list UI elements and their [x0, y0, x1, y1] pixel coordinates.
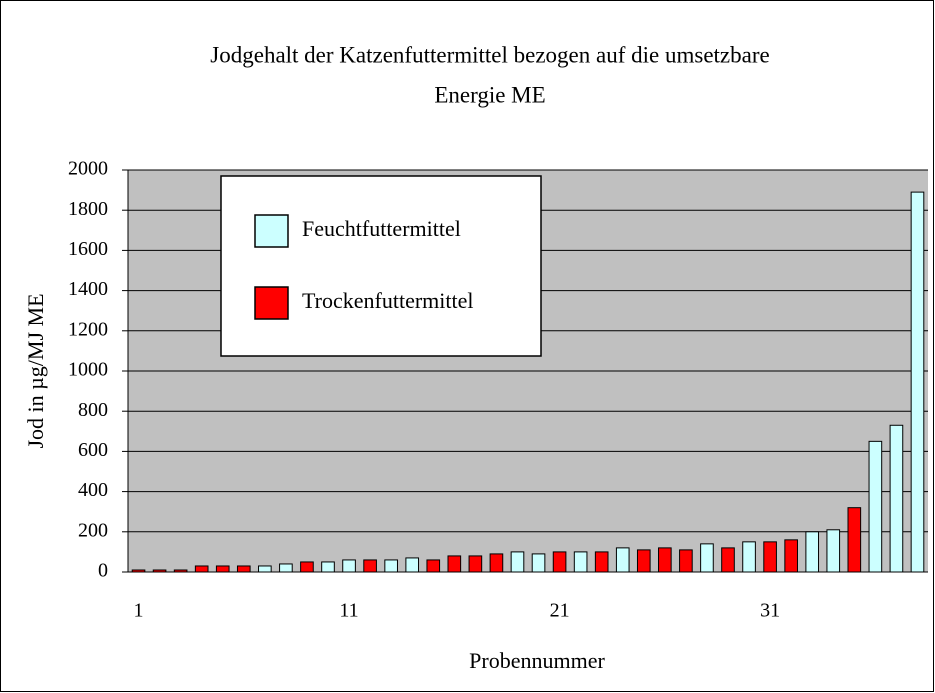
bar [700, 543, 714, 573]
x-tick-label: 31 [760, 600, 780, 622]
x-tick-label: 1 [134, 600, 144, 622]
y-tick-label: 0 [98, 560, 108, 582]
bar [784, 539, 798, 573]
bar [321, 561, 335, 573]
bar [194, 565, 209, 573]
chart-subtitle: Energie ME [434, 82, 545, 107]
legend-label: Trockenfuttermittel [302, 288, 474, 313]
bar [889, 424, 904, 573]
y-axis-label: Jod in µg/MJ ME [23, 293, 48, 448]
bar [405, 557, 420, 573]
bar [847, 507, 862, 573]
bar [363, 559, 377, 573]
y-tick-label: 1600 [68, 238, 108, 260]
bar [636, 549, 651, 573]
bar [763, 541, 777, 573]
bar [152, 569, 167, 573]
bar [868, 440, 883, 573]
legend-box [220, 175, 542, 357]
bar [215, 565, 230, 573]
y-tick-label: 400 [78, 479, 108, 501]
bar [447, 555, 462, 573]
x-axis-label: Probennummer [469, 648, 605, 673]
y-tick-label: 200 [78, 519, 108, 541]
x-tick-label: 21 [550, 600, 570, 622]
y-tick-label: 800 [78, 399, 108, 421]
y-tick-label: 1400 [68, 278, 108, 300]
bar [468, 555, 483, 573]
bar [910, 191, 925, 573]
bar [658, 547, 672, 573]
bar [552, 551, 567, 573]
y-tick-label: 1200 [68, 318, 108, 340]
bar [258, 565, 272, 573]
x-tick-label: 11 [339, 600, 358, 622]
bar [131, 569, 146, 573]
bar [573, 551, 588, 573]
bar [279, 563, 293, 573]
bar [805, 531, 820, 573]
bar [384, 559, 398, 573]
bar [236, 565, 251, 573]
bar [594, 551, 609, 573]
bar [615, 547, 630, 573]
bar [426, 559, 441, 573]
bar [300, 561, 314, 573]
y-tick-label: 1000 [68, 359, 108, 381]
y-tick-label: 600 [78, 439, 108, 461]
chart-title: Jodgehalt der Katzenfuttermittel bezogen… [210, 42, 769, 67]
bar [173, 569, 188, 573]
y-tick-label: 1800 [68, 198, 108, 220]
legend-swatch [254, 214, 289, 248]
bar [742, 541, 756, 573]
y-tick-label: 2000 [68, 158, 108, 180]
legend-swatch [254, 286, 289, 320]
bar [721, 547, 735, 573]
bar [489, 553, 504, 573]
bar [826, 529, 841, 573]
bar [531, 553, 546, 573]
legend-label: Feuchtfuttermittel [302, 216, 461, 241]
bar [342, 559, 356, 573]
bar [679, 549, 693, 573]
bar [510, 551, 525, 573]
